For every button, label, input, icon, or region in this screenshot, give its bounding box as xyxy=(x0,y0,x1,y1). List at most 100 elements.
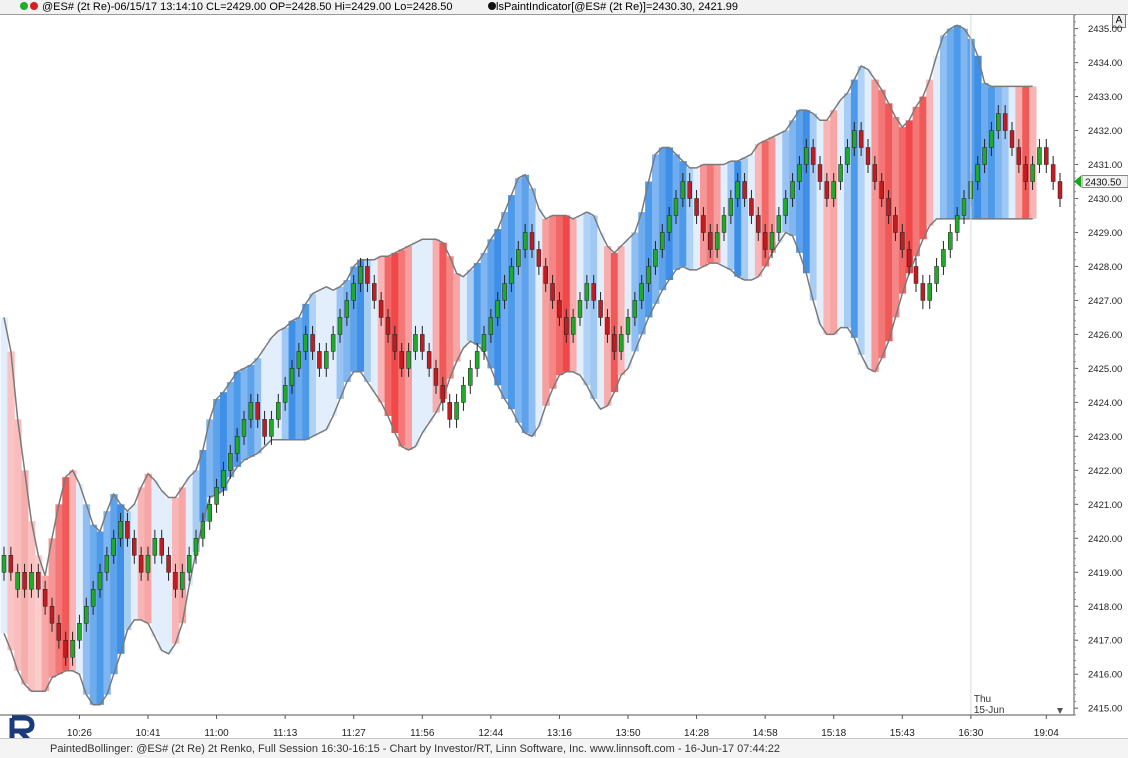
band-segment xyxy=(658,147,667,291)
band-segment xyxy=(199,449,207,522)
band-segment xyxy=(864,69,872,369)
renko-bar xyxy=(193,538,199,556)
band-segment xyxy=(905,120,914,274)
footer-text: PaintedBollinger: @ES# (2t Re) 2t Renko,… xyxy=(50,743,780,755)
band-segment xyxy=(69,470,77,671)
renko-bar xyxy=(509,266,514,284)
band-segment xyxy=(268,337,276,440)
renko-bar xyxy=(783,198,788,216)
band-segment xyxy=(370,259,379,393)
band-segment xyxy=(274,331,283,440)
band-segment xyxy=(645,181,653,318)
renko-bar xyxy=(906,249,912,267)
renko-bar xyxy=(845,147,850,165)
band-segment xyxy=(62,477,70,671)
renko-bar xyxy=(495,300,500,318)
band-segment xyxy=(487,239,495,369)
renko-bar xyxy=(145,555,151,573)
chart-title-bar: @ES# (2t Re)-06/15/17 13:14:10 CL=2429.0… xyxy=(0,0,1128,15)
renko-bar xyxy=(762,232,768,250)
band-segment xyxy=(898,127,907,294)
band-segment xyxy=(768,137,776,253)
band-segment xyxy=(124,511,132,631)
band-segment xyxy=(686,167,694,270)
time-tick-label: 13:16 xyxy=(547,728,572,738)
band-segment xyxy=(933,55,941,219)
price-tick-label: 2416.00 xyxy=(1088,670,1122,681)
renko-bar xyxy=(927,283,932,301)
renko-bar xyxy=(399,351,404,369)
band-segment xyxy=(343,280,351,382)
renko-bar xyxy=(598,300,603,318)
renko-bar xyxy=(152,538,158,556)
renko-bar xyxy=(90,589,96,607)
renko-bar xyxy=(474,351,480,369)
renko-bar xyxy=(797,164,802,182)
band-segment xyxy=(782,130,790,233)
renko-bar xyxy=(612,334,617,352)
band-segment xyxy=(535,208,543,427)
red-status-icon[interactable] xyxy=(30,2,38,10)
renko-bar xyxy=(84,606,89,624)
auto-scale-button[interactable]: A xyxy=(1112,14,1126,28)
renko-bar xyxy=(200,521,206,539)
renko-bar xyxy=(296,351,302,369)
time-tick-label: 11:13 xyxy=(273,728,298,738)
band-segment xyxy=(528,188,536,437)
session-date-label: 15-Jun xyxy=(974,705,1005,716)
renko-bar xyxy=(344,300,350,318)
band-segment xyxy=(302,303,310,440)
price-tick-label: 2433.00 xyxy=(1088,92,1122,103)
renko-bar xyxy=(824,181,830,199)
scroll-end-icon xyxy=(1057,708,1063,714)
band-segment xyxy=(41,575,50,692)
renko-bar xyxy=(262,419,267,437)
renko-bar xyxy=(570,317,576,335)
time-tick-label: 11:27 xyxy=(342,728,367,738)
renko-bar xyxy=(831,181,836,199)
time-tick-label: 10:26 xyxy=(67,728,92,738)
renko-bar xyxy=(776,215,782,233)
band-segment xyxy=(178,487,187,624)
renko-bar xyxy=(406,351,411,369)
band-segment xyxy=(0,317,8,634)
renko-bar xyxy=(666,215,672,233)
band-segment xyxy=(439,242,447,399)
band-segment xyxy=(953,25,962,219)
renko-bar xyxy=(714,232,720,250)
renko-bar xyxy=(56,623,62,641)
band-segment xyxy=(741,157,749,281)
band-segment xyxy=(14,419,22,671)
band-segment xyxy=(823,120,831,335)
renko-bar xyxy=(180,572,185,590)
renko-bar xyxy=(529,232,535,250)
renko-bar xyxy=(653,249,658,267)
renko-bar xyxy=(378,300,384,318)
renko-bar xyxy=(961,198,967,216)
green-status-icon[interactable] xyxy=(20,2,28,10)
band-segment xyxy=(158,490,166,651)
time-tick-label: 14:58 xyxy=(753,728,778,738)
band-segment xyxy=(926,79,934,226)
price-tick-label: 2434.00 xyxy=(1088,58,1122,69)
price-tick-label: 2426.00 xyxy=(1088,330,1122,341)
indicator-icon[interactable] xyxy=(488,2,496,10)
time-tick-label: 19:04 xyxy=(1034,728,1059,738)
renko-bar xyxy=(433,368,439,386)
renko-bar xyxy=(996,113,1001,131)
renko-bar xyxy=(605,317,610,335)
renko-bar xyxy=(886,198,891,216)
price-tick-label: 2424.00 xyxy=(1088,398,1122,409)
band-segment xyxy=(542,218,550,406)
time-tick-label: 15:18 xyxy=(821,728,846,738)
renko-bar xyxy=(440,385,446,403)
renko-bar xyxy=(948,232,953,250)
renko-bar xyxy=(228,453,233,471)
renko-bar xyxy=(481,334,487,352)
price-tick-label: 2425.00 xyxy=(1088,364,1122,375)
renko-bar xyxy=(118,521,123,539)
renko-chart[interactable]: 2415.00 2416.00 2417.00 2418.00 2419.00 2420.… xyxy=(0,15,1128,738)
renko-bar xyxy=(687,181,692,199)
band-segment xyxy=(624,239,632,369)
renko-bar xyxy=(893,215,898,233)
